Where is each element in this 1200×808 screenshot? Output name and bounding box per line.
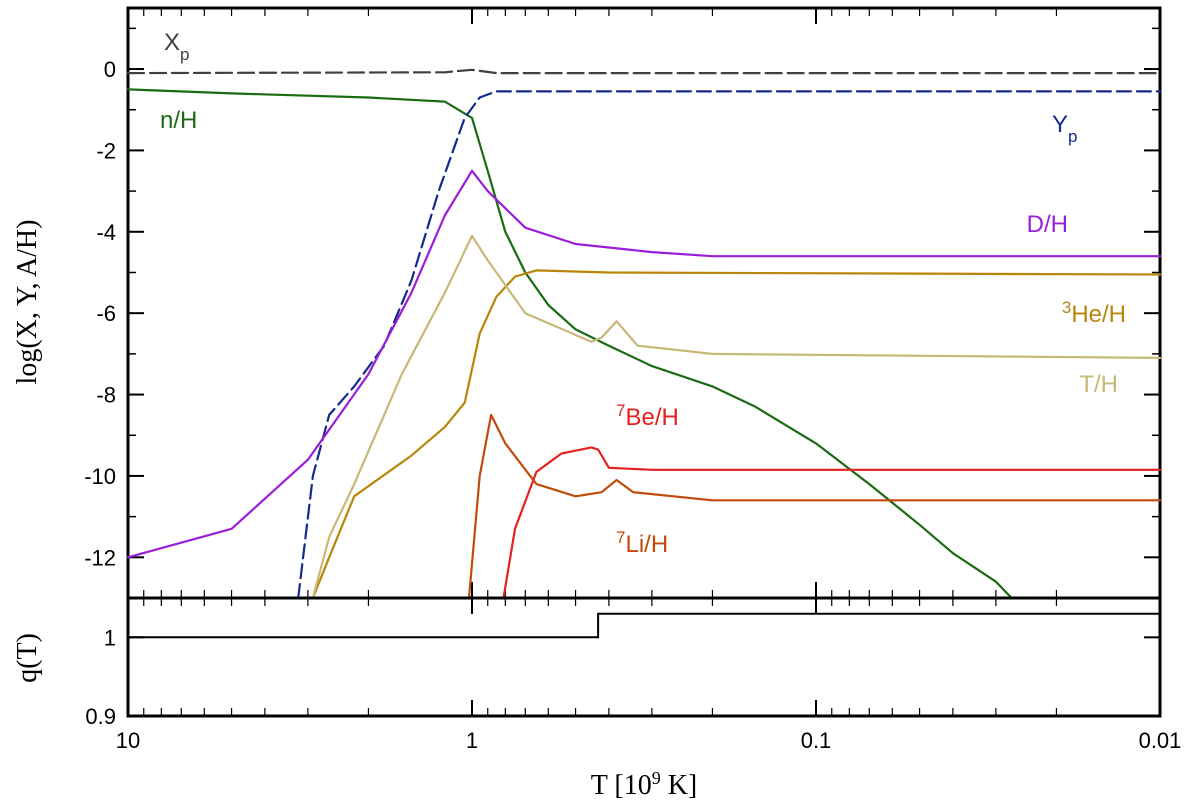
label-superscript: 7 — [616, 401, 625, 420]
label-main: He/H — [1071, 301, 1126, 328]
series-label-7Li-H: 7Li/H — [616, 528, 668, 559]
series-line-Y-p — [297, 90, 1162, 600]
top-panel: 0-2-4-6-8-10-12 Xpn/H YpD/H3He/HT/H7Be/H7… — [84, 6, 1162, 600]
bottom-panel: 10 1 0.1 0.01 1 0.9 — [85, 596, 1181, 753]
bottom-series — [128, 612, 1160, 639]
y-tick-label: -6 — [96, 301, 116, 326]
x-axis-title-main: T [10 — [591, 770, 652, 801]
series-line-3He-H — [311, 269, 1162, 600]
label-main: D/H — [1027, 211, 1068, 238]
q-y-tick-label: 1 — [104, 625, 116, 650]
label-main: X — [164, 29, 180, 56]
y-tick-label: -4 — [96, 220, 116, 245]
x-tick-label: 0.1 — [801, 728, 832, 753]
y-tick-label: -8 — [96, 383, 116, 408]
x-tick-label: 1 — [466, 728, 478, 753]
series-label-Y-p: Yp — [1052, 111, 1077, 146]
series-line-7Li-H — [467, 413, 1162, 600]
x-tick-label: 10 — [116, 728, 140, 753]
bottom-ticks: 10 1 0.1 0.01 1 0.9 — [85, 598, 1181, 753]
series-line-T-H — [311, 234, 1162, 600]
label-subscript: p — [180, 45, 189, 64]
label-main: Be/H — [625, 404, 678, 431]
label-main: Li/H — [625, 531, 668, 558]
label-main: n/H — [160, 107, 197, 134]
x-axis-title: T [109 K] — [591, 768, 697, 801]
series-label-X-p: Xp — [164, 29, 189, 64]
y-tick-label: -12 — [84, 545, 116, 570]
top-series — [126, 68, 1162, 600]
series-line-D-H — [126, 169, 1162, 559]
bottom-y-axis-title: q(T) — [12, 633, 43, 683]
label-main: Y — [1052, 111, 1068, 138]
label-subscript: p — [1068, 127, 1077, 146]
x-tick-label: 0.01 — [1139, 728, 1182, 753]
q-step-line — [128, 612, 1160, 639]
y-tick-label: -2 — [96, 138, 116, 163]
top-y-axis-title: log(X, Y, A/H) — [12, 220, 43, 385]
series-label-3He-H: 3He/H — [1062, 298, 1126, 329]
series-line-7Be-H — [502, 446, 1162, 600]
y-tick-label: -10 — [84, 464, 116, 489]
q-y-tick-label: 0.9 — [85, 704, 116, 729]
series-label-T-H: T/H — [1079, 371, 1118, 398]
series-label-D-H: D/H — [1027, 211, 1068, 238]
bottom-plot-frame — [126, 596, 1162, 718]
label-main: T/H — [1079, 371, 1118, 398]
top-plot-frame — [126, 6, 1162, 600]
label-superscript: 3 — [1062, 298, 1071, 317]
y-tick-label: 0 — [104, 57, 116, 82]
label-superscript: 7 — [616, 528, 625, 547]
series-label-n-H: n/H — [160, 107, 197, 134]
top-ticks: 0 -2 -4 -6 -8 -10 -12 — [84, 8, 1161, 599]
series-line-n-H — [126, 88, 1013, 600]
series-label-7Be-H: 7Be/H — [616, 401, 679, 432]
x-axis-title-sup: 9 — [652, 768, 661, 788]
series-line-X-p — [126, 68, 1162, 75]
x-axis-title-rest: K] — [661, 770, 698, 801]
